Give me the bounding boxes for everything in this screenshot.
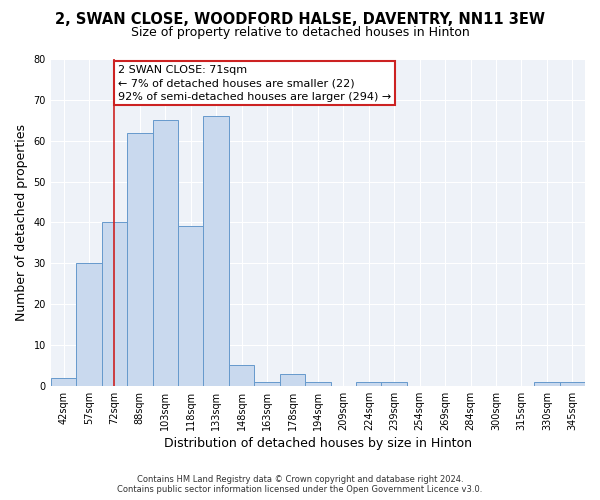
Bar (152, 120, 178, 386)
Bar (203, 116, 229, 386)
Bar (280, 374, 305, 386)
Bar (254, 382, 280, 386)
Bar (178, 226, 203, 386)
Bar (101, 222, 127, 386)
X-axis label: Distribution of detached houses by size in Hinton: Distribution of detached houses by size … (164, 437, 472, 450)
Bar (560, 382, 585, 386)
Bar (127, 132, 152, 386)
Text: 2 SWAN CLOSE: 71sqm
← 7% of detached houses are smaller (22)
92% of semi-detache: 2 SWAN CLOSE: 71sqm ← 7% of detached hou… (118, 65, 391, 102)
Bar (382, 382, 407, 386)
Bar (76, 264, 101, 386)
Bar (534, 382, 560, 386)
Bar (51, 378, 76, 386)
Bar (229, 366, 254, 386)
Text: Contains HM Land Registry data © Crown copyright and database right 2024.
Contai: Contains HM Land Registry data © Crown c… (118, 474, 482, 494)
Bar (356, 382, 382, 386)
Text: Size of property relative to detached houses in Hinton: Size of property relative to detached ho… (131, 26, 469, 39)
Bar (305, 382, 331, 386)
Y-axis label: Number of detached properties: Number of detached properties (15, 124, 28, 321)
Text: 2, SWAN CLOSE, WOODFORD HALSE, DAVENTRY, NN11 3EW: 2, SWAN CLOSE, WOODFORD HALSE, DAVENTRY,… (55, 12, 545, 28)
